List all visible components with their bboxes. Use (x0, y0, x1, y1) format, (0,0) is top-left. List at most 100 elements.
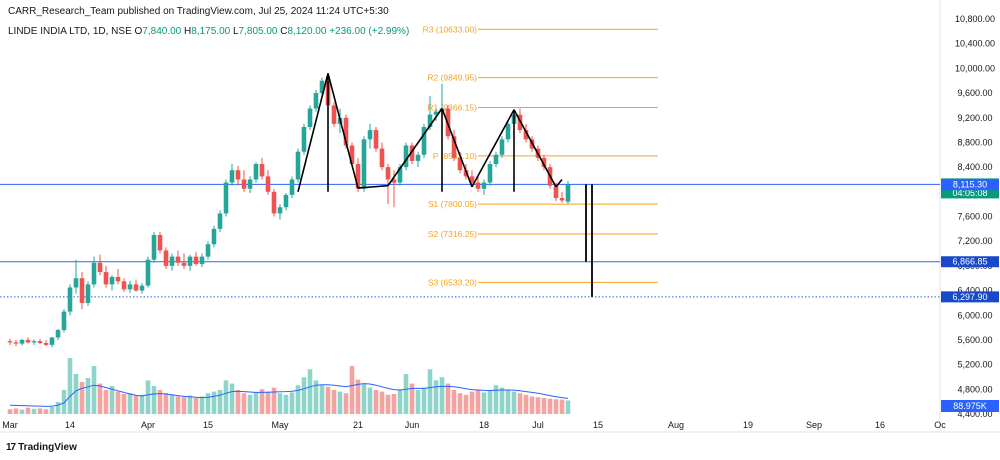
candle-body (115, 276, 121, 282)
price-tag-value: 6,866.85 (952, 257, 987, 267)
volume-bar (547, 398, 553, 414)
candle-body (421, 127, 427, 155)
candle-body (223, 182, 229, 214)
candle-body (487, 164, 493, 183)
candle-body (217, 213, 223, 229)
x-tick-label: 15 (203, 420, 213, 430)
y-tick-label: 5,200.00 (957, 360, 992, 370)
tradingview-logo[interactable]: 17 TradingView (6, 442, 77, 453)
candle-body (289, 179, 295, 195)
volume-bar (85, 378, 91, 414)
candle-body (283, 194, 289, 208)
high-label: H (184, 26, 192, 37)
y-tick-label: 6,000.00 (957, 310, 992, 320)
close-value: 8,120.00 (287, 26, 327, 37)
candle-body (79, 278, 85, 303)
volume-bar (565, 400, 571, 414)
x-tick-label: 19 (743, 420, 753, 430)
candle-body (331, 105, 337, 124)
volume-bar (91, 366, 97, 414)
candle-body (169, 256, 175, 266)
price-tag (941, 291, 999, 303)
volume-bar (391, 394, 397, 414)
volume-bar (205, 393, 211, 414)
candle-body (73, 278, 79, 288)
pivot-label: S3 (6533.20) (428, 277, 477, 287)
candle-body (175, 256, 181, 263)
candle-body (301, 127, 307, 152)
y-tick-label: 10,000.00 (955, 63, 995, 73)
candle-body (241, 179, 247, 189)
y-tick-label: 6,400.00 (957, 286, 992, 296)
pivot-label: S1 (7800.05) (428, 199, 477, 209)
candle-body (211, 228, 217, 245)
volume-bar (247, 394, 253, 414)
volume-bar (139, 394, 145, 414)
volume-bar (295, 385, 301, 414)
volume-bar (187, 395, 193, 414)
volume-bar (373, 390, 379, 414)
candle-body (541, 157, 547, 168)
candle-body (469, 176, 475, 183)
candle-body (379, 148, 385, 168)
volume-bar (517, 393, 523, 414)
volume-bar (403, 374, 409, 414)
volume-bar (553, 399, 559, 414)
candle-body (457, 157, 463, 171)
y-tick-label: 10,400.00 (955, 39, 995, 49)
candle-body (355, 164, 361, 189)
pattern-line (327, 73, 359, 189)
candle-body (235, 170, 241, 180)
pattern-line (357, 184, 389, 189)
candle-body (37, 341, 43, 344)
candle-body (427, 114, 433, 128)
candle-body (415, 154, 421, 161)
volume-bar (481, 392, 487, 414)
candle-body (13, 342, 19, 344)
y-tick-label: 10,800.00 (955, 14, 995, 24)
candle-body (55, 330, 61, 338)
candle-body (271, 191, 277, 214)
candle-body (505, 123, 511, 140)
volume-bar (379, 391, 385, 414)
candle-body (199, 256, 205, 265)
volume-bar (223, 380, 229, 414)
high-value: 8,175.00 (191, 26, 231, 37)
x-tick-label: Sep (806, 420, 822, 430)
volume-bar (349, 366, 355, 414)
candle-body (19, 339, 25, 344)
candle-body (181, 262, 187, 266)
candle-body (247, 179, 253, 189)
volume-bar (421, 387, 427, 414)
volume-tag (941, 400, 999, 412)
volume-bar (541, 398, 547, 414)
candle-body (553, 185, 559, 198)
volume-bar (235, 390, 241, 414)
pivot-label: R3 (10633.00) (423, 24, 478, 34)
candle-body (229, 170, 235, 183)
candle-body (481, 182, 487, 189)
candle-body (475, 182, 481, 189)
symbol-name[interactable]: LINDE INDIA LTD, 1D, NSE (8, 26, 132, 37)
y-tick-label: 8,800.00 (957, 137, 992, 147)
volume-bar (433, 380, 439, 414)
pattern-line (555, 178, 563, 188)
y-tick-label: 9,200.00 (957, 113, 992, 123)
volume-bar (181, 397, 187, 414)
volume-bar (283, 394, 289, 414)
x-tick-label: 16 (875, 420, 885, 430)
candle-body (499, 139, 505, 155)
volume-bar (241, 393, 247, 414)
x-tick-label: May (271, 420, 289, 430)
pattern-line (441, 108, 473, 188)
pattern-line (297, 73, 329, 193)
candle-body (397, 167, 403, 183)
candle-body (85, 284, 91, 303)
volume-bar (445, 383, 451, 414)
volume-bar (133, 395, 139, 414)
candle-body (205, 244, 211, 257)
candle-body (133, 284, 139, 291)
candle-body (67, 287, 73, 312)
candle-body (91, 262, 97, 285)
